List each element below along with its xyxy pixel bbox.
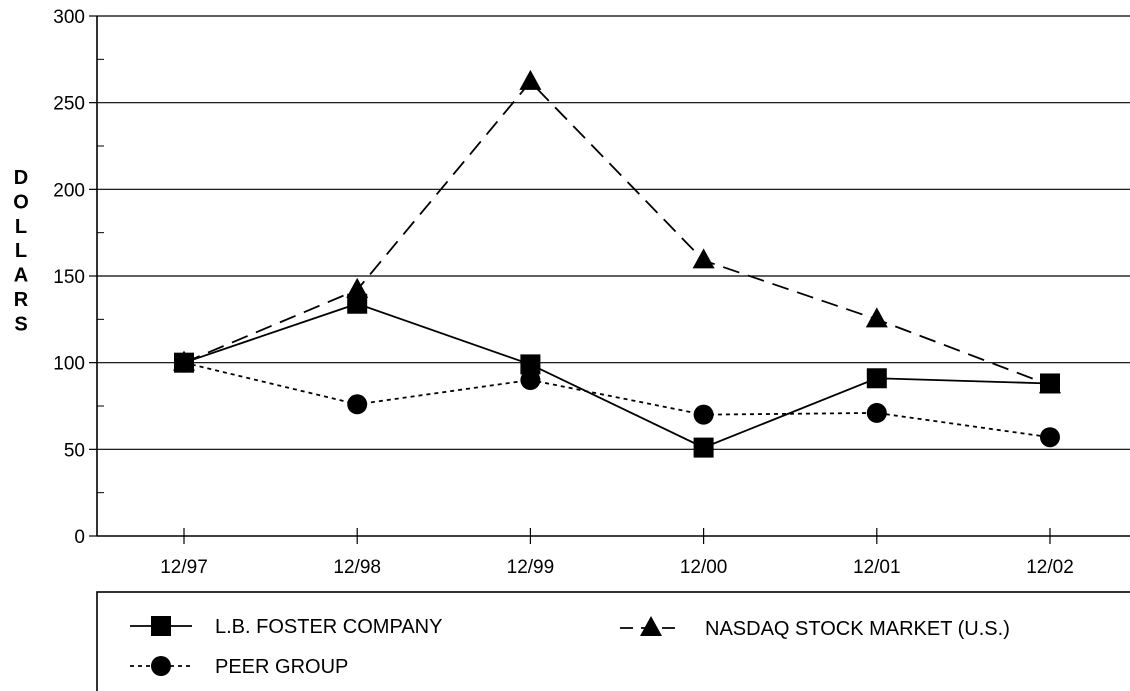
data-point-circle (520, 370, 541, 390)
axes-layer: 0 50 100 150 200 250 300 12/97 12/98 12/99 12/00 12… (53, 7, 1130, 578)
data-point-circle (347, 394, 368, 415)
legend-label-square: L.B. FOSTER COMPANY (215, 616, 442, 638)
series-layer (173, 69, 1061, 458)
legend-marker-circle (151, 656, 171, 676)
y-tick-label: 250 (53, 94, 85, 115)
legend-item-square: L.B. FOSTER COMPANY (130, 616, 442, 638)
series-line-triangle (183, 80, 1051, 387)
y-tick-label: 150 (53, 267, 85, 288)
x-tick-label: 12/99 (507, 557, 555, 578)
x-tick-label: 12/02 (1026, 557, 1074, 578)
legend-item-circle: PEER GROUP (130, 656, 348, 678)
series-circle (174, 352, 1060, 448)
x-tick-label: 12/98 (333, 557, 381, 578)
data-point-square (693, 437, 714, 458)
series-line-circle (183, 361, 1051, 439)
series-triangle (173, 69, 1061, 394)
legend-item-triangle: NASDAQ STOCK MARKET (U.S.) (620, 616, 1010, 640)
data-point-square (1040, 373, 1060, 394)
y-tick-label: 200 (53, 180, 85, 201)
legend-box (96, 591, 1130, 691)
x-tick-label: 12/97 (160, 557, 208, 578)
legend-label-circle: PEER GROUP (215, 656, 348, 678)
series-square (174, 293, 1060, 458)
y-tick-label: 50 (64, 440, 85, 461)
data-point-square (347, 293, 368, 314)
data-point-circle (693, 404, 714, 425)
data-point-triangle (865, 307, 888, 328)
y-tick-label: 300 (53, 7, 85, 28)
data-point-square (174, 352, 194, 373)
data-point-square (520, 354, 541, 375)
data-point-circle (866, 402, 887, 423)
y-tick-label: 100 (53, 354, 85, 375)
data-point-triangle (346, 277, 369, 298)
legend-marker-square (151, 616, 171, 636)
data-point-circle (1040, 427, 1060, 448)
data-point-triangle (519, 69, 542, 90)
x-tick-label: 12/01 (853, 557, 901, 578)
data-point-square (866, 368, 887, 389)
data-point-triangle (692, 248, 715, 269)
x-tick-label: 12/00 (680, 557, 728, 578)
series-line-square (183, 302, 1051, 449)
legend-label-triangle: NASDAQ STOCK MARKET (U.S.) (705, 618, 1010, 640)
legend-marker-triangle (640, 616, 662, 636)
grid-layer (97, 15, 1130, 450)
y-tick-label: 0 (74, 527, 85, 548)
legend: L.B. FOSTER COMPANY NASDAQ STOCK MARKET (… (96, 591, 1130, 691)
